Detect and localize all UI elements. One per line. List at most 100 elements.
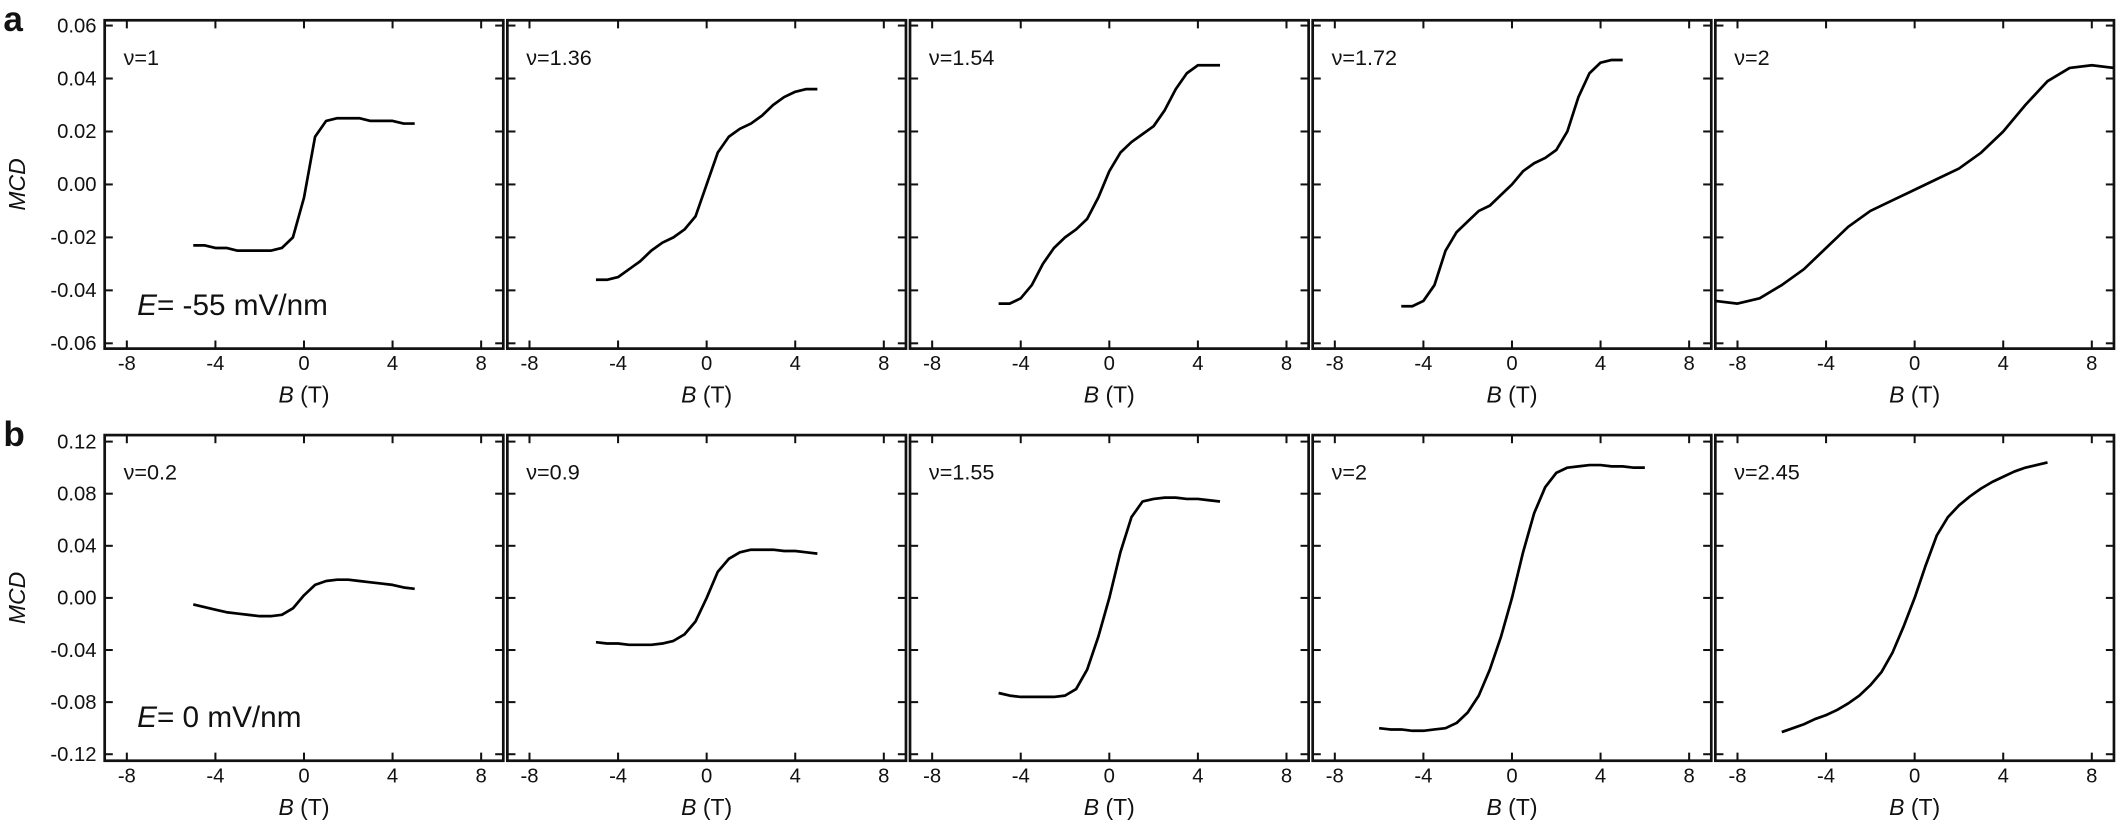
- panel: -8 -4 0 4 8 B (T) ν=2: [1713, 18, 2116, 408]
- y-tick-label: 0.04: [57, 68, 96, 90]
- x-tick-label: 8: [1281, 353, 1292, 375]
- annotation: E= -55 mV/nm: [137, 289, 328, 322]
- panel: -8 -4 0 4 8 B (T) ν=1.36: [506, 18, 908, 408]
- x-tick-label: 0: [701, 353, 712, 375]
- y-tick-label: 0.04: [57, 536, 96, 558]
- x-tick-label: 0: [298, 765, 309, 787]
- data-line: [192, 578, 415, 618]
- x-axis-label: B (T): [1486, 794, 1537, 820]
- x-tick-label: 4: [1595, 353, 1606, 375]
- x-tick-label: 8: [2086, 765, 2097, 787]
- x-tick-label: -4: [1012, 353, 1030, 375]
- data-line: [193, 116, 415, 252]
- x-tick-label: -8: [118, 765, 136, 787]
- y-tick-label: 0.08: [57, 483, 96, 505]
- x-axis-unit: (T): [1106, 794, 1135, 820]
- x-tick-label: -4: [206, 765, 224, 787]
- x-axis-unit: (T): [1911, 382, 1940, 408]
- panel: -8 -4 0 4 8 B (T) ν=1.54: [908, 18, 1310, 408]
- x-tick-label: -4: [609, 765, 627, 787]
- x-tick-label: 4: [387, 353, 398, 375]
- x-axis-symbol: B: [681, 794, 696, 820]
- x-tick-label: -8: [1728, 765, 1746, 787]
- x-axis-symbol: B: [1486, 382, 1501, 408]
- y-tick-label: 0.00: [57, 174, 96, 196]
- y-tick-label: -0.08: [50, 692, 96, 714]
- data-line: [998, 496, 1221, 699]
- panel: -8 -4 0 4 8 B (T) ν=0.9: [506, 433, 908, 820]
- y-tick-label: 0.06: [57, 15, 96, 37]
- y-axis-label: MCD: [4, 158, 30, 210]
- annotation: E= 0 mV/nm: [137, 701, 301, 734]
- x-tick-label: -8: [520, 353, 538, 375]
- x-axis-label: B (T): [278, 794, 329, 820]
- y-tick-label: -0.04: [50, 640, 96, 662]
- panel: -8 -4 0 4 8 B (T) ν=2: [1311, 433, 1713, 820]
- panel-label: ν=1.54: [929, 45, 994, 70]
- x-tick-label: 0: [1104, 765, 1115, 787]
- x-axis-symbol: B: [681, 382, 696, 408]
- x-axis-unit: (T): [1911, 794, 1940, 820]
- x-tick-label: 4: [790, 353, 801, 375]
- panel: -8 -4 0 4 8 B (T) ν=1.55: [908, 433, 1310, 820]
- x-axis-label: B (T): [1084, 382, 1135, 408]
- panel-label: ν=1.55: [929, 460, 994, 485]
- data-line: [595, 87, 818, 282]
- annotation-text: = -55 mV/nm: [157, 289, 328, 322]
- x-tick-label: 0: [298, 353, 309, 375]
- y-tick-label: 0.02: [57, 121, 96, 143]
- x-tick-label: 0: [1909, 765, 1920, 787]
- x-tick-label: 8: [476, 765, 487, 787]
- panel-label: ν=1.72: [1332, 45, 1397, 70]
- x-tick-label: -4: [1012, 765, 1030, 787]
- x-axis-unit: (T): [703, 382, 732, 408]
- y-tick-label: 0.12: [57, 431, 96, 453]
- x-tick-label: 8: [2086, 353, 2097, 375]
- x-axis-unit: (T): [1508, 382, 1537, 408]
- x-axis-unit: (T): [1508, 794, 1537, 820]
- y-axis-label: MCD: [4, 572, 30, 624]
- x-tick-label: -8: [520, 765, 538, 787]
- panel: -8 -4 0 4 8 -0.12 -0.08 -0.04 0.00 0.04 0.08 0.12 B …: [3, 415, 505, 820]
- panel-label: ν=1.36: [526, 45, 591, 70]
- x-tick-label: -4: [1414, 765, 1432, 787]
- x-tick-label: -8: [1728, 353, 1746, 375]
- y-tick-label: -0.06: [50, 333, 96, 355]
- x-tick-label: -4: [1414, 353, 1432, 375]
- panel-label: ν=0.9: [526, 460, 579, 485]
- x-tick-label: 0: [701, 765, 712, 787]
- panel-label: ν=2: [1734, 45, 1769, 70]
- x-axis-symbol: B: [1486, 794, 1501, 820]
- x-tick-label: 0: [1909, 353, 1920, 375]
- data-line: [1715, 63, 2115, 305]
- x-tick-label: 4: [1192, 765, 1203, 787]
- x-tick-label: -4: [206, 353, 224, 375]
- x-tick-label: 8: [1684, 353, 1695, 375]
- x-tick-label: -4: [609, 353, 627, 375]
- x-tick-label: -8: [923, 353, 941, 375]
- x-axis-unit: (T): [300, 382, 329, 408]
- x-axis-symbol: B: [278, 382, 293, 408]
- x-tick-label: -8: [1326, 353, 1344, 375]
- x-axis-label: B (T): [278, 382, 329, 408]
- x-tick-label: 4: [1595, 765, 1606, 787]
- x-tick-label: 8: [476, 353, 487, 375]
- x-tick-label: 0: [1506, 353, 1517, 375]
- x-tick-label: -8: [923, 765, 941, 787]
- x-axis-label: B (T): [1486, 382, 1537, 408]
- y-tick-label: -0.12: [50, 744, 96, 766]
- x-tick-label: 8: [1281, 765, 1292, 787]
- x-axis-unit: (T): [300, 794, 329, 820]
- x-tick-label: -4: [1817, 353, 1835, 375]
- y-tick-label: -0.04: [50, 280, 96, 302]
- panel-label: ν=2: [1332, 460, 1367, 485]
- panel: -8 -4 0 4 8 -0.06 -0.04 -0.02 0.00 0.02 0.04 0.06 B …: [3, 0, 505, 408]
- panel: -8 -4 0 4 8 B (T) ν=2.45: [1713, 433, 2116, 820]
- panel: -8 -4 0 4 8 B (T) ν=1.72: [1311, 18, 1713, 408]
- data-line: [595, 548, 818, 647]
- x-tick-label: 4: [1192, 353, 1203, 375]
- data-line: [1378, 463, 1645, 733]
- x-axis-unit: (T): [703, 794, 732, 820]
- x-tick-label: 0: [1104, 353, 1115, 375]
- panel-label: ν=1: [124, 45, 159, 70]
